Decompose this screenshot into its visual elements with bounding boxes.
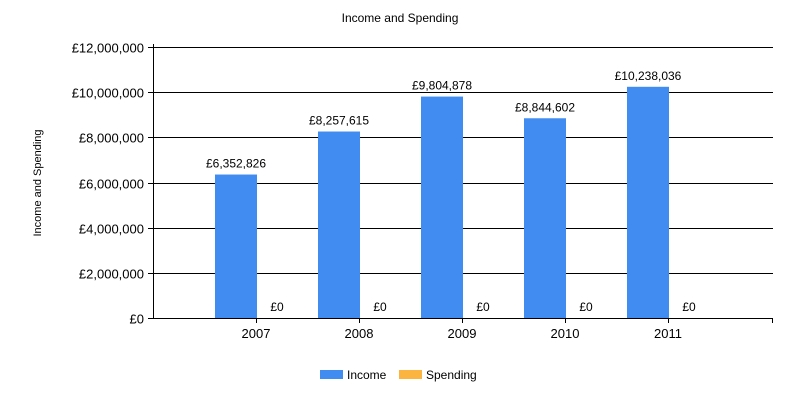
bars: [215, 86, 669, 319]
legend-label-spending: Spending: [426, 368, 477, 382]
x-tick-label: 2008: [345, 326, 374, 341]
x-tick-label: 2011: [654, 326, 682, 341]
data-labels: £6,352,826 £0 £8,257,615 £0 £9,804,878 £0 £8,8…: [206, 69, 696, 314]
data-label-spending-2007: £0: [270, 300, 284, 314]
y-axis-label: Income and Spending: [32, 129, 44, 236]
y-tick-label: £0: [130, 312, 144, 327]
y-tick-label: £8,000,000: [79, 131, 144, 146]
chart-title: Income and Spending: [342, 11, 459, 25]
legend-label-income: Income: [347, 368, 387, 382]
data-label-income-2009: £9,804,878: [412, 79, 472, 93]
axes: £0 £2,000,000 £4,000,000 £6,000,000 £8,000,0…: [72, 41, 773, 341]
y-tick-label: £10,000,000: [72, 86, 144, 101]
x-tick-label: 2007: [242, 326, 271, 341]
data-label-income-2010: £8,844,602: [515, 100, 575, 114]
data-label-spending-2009: £0: [476, 300, 490, 314]
data-label-income-2011: £10,238,036: [615, 69, 682, 83]
bar-income-2008: [318, 131, 360, 318]
data-label-income-2008: £8,257,615: [309, 114, 369, 128]
legend-swatch-income: [320, 370, 343, 379]
y-tick-label: £12,000,000: [72, 41, 144, 56]
y-tick-label: £4,000,000: [79, 222, 144, 237]
y-tick-label: £6,000,000: [79, 177, 144, 192]
legend-swatch-spending: [399, 370, 422, 379]
data-label-spending-2008: £0: [373, 300, 387, 314]
x-tick-label: 2010: [551, 326, 580, 341]
data-label-spending-2010: £0: [579, 300, 593, 314]
data-label-spending-2011: £0: [682, 300, 696, 314]
bar-income-2009: [421, 96, 463, 318]
x-tick-label: 2009: [448, 326, 477, 341]
bar-income-2010: [524, 118, 566, 319]
bar-income-2007: [215, 174, 257, 318]
legend: Income Spending: [320, 368, 477, 382]
bar-income-2011: [627, 86, 669, 319]
data-label-income-2007: £6,352,826: [206, 157, 266, 171]
y-tick-label: £2,000,000: [79, 267, 144, 282]
